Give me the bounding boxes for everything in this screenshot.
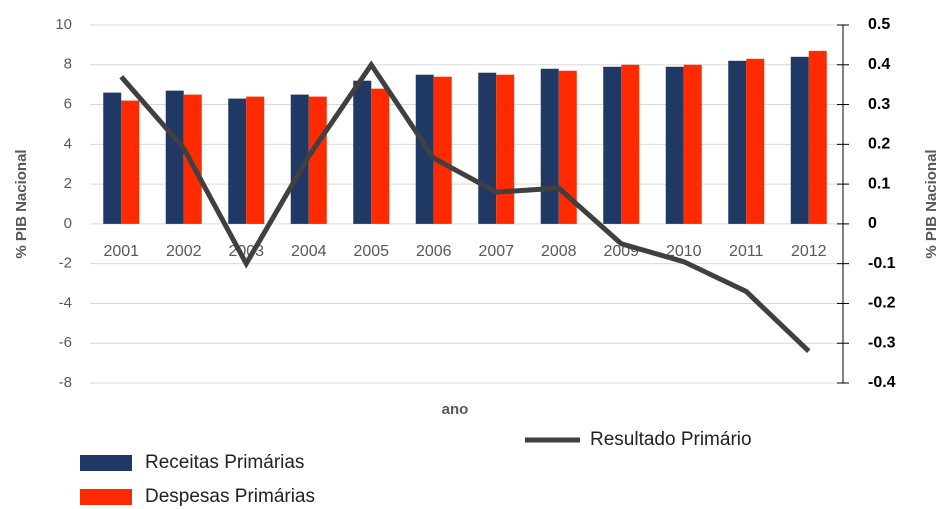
x-tick-label: 2005 (353, 243, 389, 260)
legend-swatch (80, 489, 132, 505)
x-tick-label: 2002 (166, 243, 202, 260)
bar (228, 98, 247, 224)
x-tick-label: 2001 (103, 243, 139, 260)
x-tick-label: 2010 (666, 243, 702, 260)
y2-tick-label: 0.4 (868, 56, 890, 73)
x-tick-label: 2007 (478, 243, 514, 260)
y2-tick-label: 0.1 (868, 175, 890, 192)
y2-tick-label: 0.2 (868, 136, 890, 153)
y2-tick-label: 0 (868, 215, 877, 232)
x-tick-label: 2006 (416, 243, 452, 260)
bar (728, 60, 747, 224)
bar (121, 100, 140, 224)
x-tick-label: 2004 (291, 243, 327, 260)
x-axis-title: ano (442, 401, 469, 418)
y-tick-label: 4 (64, 135, 72, 152)
y-axis-title: % PIB Nacional (13, 149, 30, 258)
legend-label: Receitas Primárias (145, 452, 304, 473)
y2-tick-label: -0.3 (868, 334, 896, 351)
y2-tick-label: -0.2 (868, 295, 896, 312)
bar (415, 74, 434, 224)
bar (665, 66, 684, 224)
y2-tick-label: 0.5 (868, 16, 890, 33)
legend-swatch (80, 455, 132, 471)
y-tick-label: 0 (64, 215, 72, 232)
bar (103, 92, 122, 224)
x-tick-label: 2008 (541, 243, 577, 260)
bar (540, 68, 559, 224)
bar (433, 76, 452, 224)
y2-tick-label: 0.3 (868, 96, 890, 113)
y-tick-label: 2 (64, 175, 72, 192)
bar (165, 90, 184, 224)
x-tick-label: 2012 (791, 243, 827, 260)
x-tick-label: 2011 (729, 243, 764, 260)
bar (621, 64, 640, 224)
bar (290, 94, 309, 224)
bar (790, 56, 809, 224)
bar (746, 58, 765, 224)
bar (308, 96, 327, 224)
bar (496, 74, 515, 224)
bar (603, 66, 622, 224)
bar (371, 88, 390, 224)
bar (183, 94, 202, 224)
y-tick-label: 10 (55, 16, 72, 33)
y-tick-label: 8 (64, 56, 72, 73)
y-tick-label: 6 (64, 96, 72, 113)
bar (478, 72, 497, 224)
bar (246, 96, 265, 224)
y2-axis-title: % PIB Nacional (923, 149, 940, 258)
y-tick-label: -8 (59, 374, 72, 391)
line (119, 60, 811, 353)
bar (353, 80, 372, 224)
legend-label: Despesas Primárias (145, 486, 315, 507)
bar (808, 50, 827, 224)
bar (558, 70, 577, 224)
y2-tick-label: -0.4 (868, 374, 896, 391)
legend-label: Resultado Primário (590, 429, 752, 450)
y2-tick-label: -0.1 (868, 255, 896, 272)
bar (683, 64, 702, 224)
y-tick-label: -2 (59, 255, 72, 272)
y-tick-label: -4 (59, 294, 72, 311)
y-tick-label: -6 (59, 334, 72, 351)
